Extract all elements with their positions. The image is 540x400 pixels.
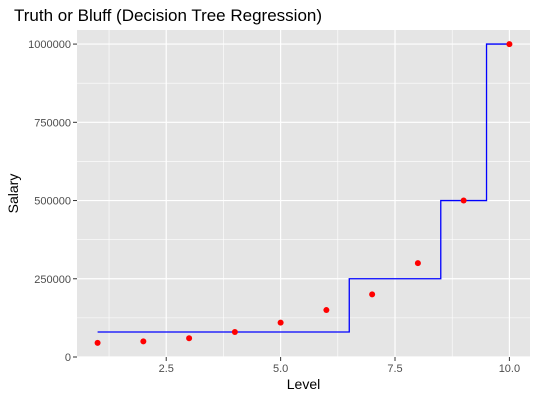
y-tick-label: 0 <box>65 352 71 364</box>
x-tick-label: 2.5 <box>159 363 174 375</box>
chart-title: Truth or Bluff (Decision Tree Regression… <box>14 6 322 25</box>
plot-panel <box>77 30 530 357</box>
x-axis-title: Level <box>287 376 320 392</box>
x-tick-label: 5.0 <box>273 363 288 375</box>
data-point <box>323 307 329 313</box>
data-point <box>278 320 284 326</box>
x-tick-label: 10.0 <box>499 363 520 375</box>
x-tick-label: 7.5 <box>387 363 402 375</box>
data-point <box>369 291 375 297</box>
data-point <box>140 338 146 344</box>
data-point <box>95 340 101 346</box>
y-tick-label: 250000 <box>34 274 71 286</box>
data-point <box>186 335 192 341</box>
y-tick-label: 750000 <box>34 117 71 129</box>
data-point <box>415 260 421 266</box>
y-tick-label: 500000 <box>34 196 71 208</box>
y-tick-label: 1000000 <box>28 39 71 51</box>
data-point <box>232 329 238 335</box>
data-point <box>461 198 467 204</box>
data-point <box>506 41 512 47</box>
y-axis-title: Salary <box>5 174 21 214</box>
